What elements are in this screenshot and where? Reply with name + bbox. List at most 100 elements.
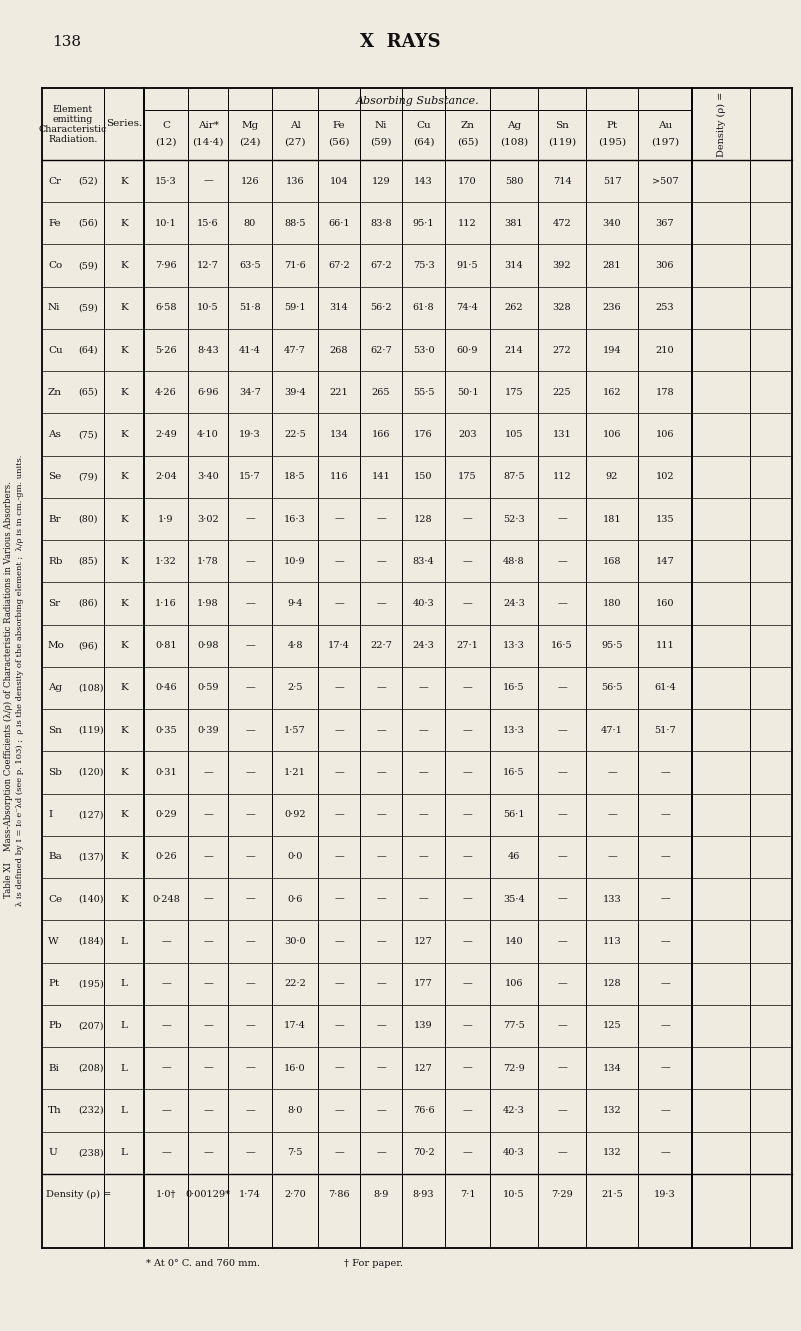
Text: —: — (334, 684, 344, 692)
Text: (119): (119) (78, 725, 103, 735)
Text: Ag: Ag (48, 684, 62, 692)
Text: 35·4: 35·4 (503, 894, 525, 904)
Text: 67·2: 67·2 (370, 261, 392, 270)
Text: —: — (557, 937, 567, 946)
Text: 2·04: 2·04 (155, 473, 177, 482)
Text: —: — (463, 725, 473, 735)
Text: Ce: Ce (48, 894, 62, 904)
Text: 203: 203 (458, 430, 477, 439)
Text: Pt: Pt (48, 980, 59, 988)
Text: 39·4: 39·4 (284, 387, 306, 397)
Text: 74·4: 74·4 (457, 303, 478, 313)
Text: —: — (334, 811, 344, 819)
Text: —: — (376, 1106, 386, 1115)
Text: 138: 138 (52, 35, 81, 49)
Text: 72·9: 72·9 (503, 1063, 525, 1073)
Text: —: — (245, 852, 255, 861)
Text: (52): (52) (78, 177, 98, 185)
Text: (197): (197) (651, 137, 679, 146)
Text: K: K (120, 387, 128, 397)
Text: —: — (376, 937, 386, 946)
Text: 8·0: 8·0 (288, 1106, 303, 1115)
Text: 7·96: 7·96 (155, 261, 177, 270)
Text: Cu: Cu (417, 121, 431, 130)
Text: 7·86: 7·86 (328, 1190, 350, 1199)
Text: 12·7: 12·7 (197, 261, 219, 270)
Text: —: — (463, 852, 473, 861)
Text: —: — (376, 556, 386, 566)
Text: (127): (127) (78, 811, 103, 819)
Text: As: As (48, 430, 61, 439)
Text: 27·1: 27·1 (457, 642, 478, 651)
Text: —: — (376, 768, 386, 777)
Text: —: — (463, 1063, 473, 1073)
Text: 0·59: 0·59 (197, 684, 219, 692)
Text: (27): (27) (284, 137, 306, 146)
Text: (24): (24) (239, 137, 261, 146)
Text: 106: 106 (505, 980, 523, 988)
Text: —: — (463, 1021, 473, 1030)
Text: 63·5: 63·5 (239, 261, 261, 270)
Text: —: — (376, 1063, 386, 1073)
Text: 42·3: 42·3 (503, 1106, 525, 1115)
Text: 75·3: 75·3 (413, 261, 434, 270)
Text: K: K (120, 261, 128, 270)
Text: 128: 128 (414, 515, 433, 523)
Text: 0·0: 0·0 (288, 852, 303, 861)
Text: (64): (64) (413, 137, 434, 146)
Text: 306: 306 (656, 261, 674, 270)
Text: 91·5: 91·5 (457, 261, 478, 270)
Text: —: — (463, 811, 473, 819)
Text: 139: 139 (414, 1021, 433, 1030)
Text: 102: 102 (656, 473, 674, 482)
Text: —: — (660, 1021, 670, 1030)
Text: (59): (59) (78, 261, 98, 270)
Text: 176: 176 (414, 430, 433, 439)
Text: 253: 253 (656, 303, 674, 313)
Text: 19·3: 19·3 (654, 1190, 676, 1199)
Text: K: K (120, 642, 128, 651)
Text: —: — (660, 1106, 670, 1115)
Text: —: — (419, 725, 429, 735)
Text: 127: 127 (414, 1063, 433, 1073)
Text: 0·39: 0·39 (197, 725, 219, 735)
Text: 175: 175 (458, 473, 477, 482)
Text: 175: 175 (505, 387, 523, 397)
Text: —: — (334, 894, 344, 904)
Text: —: — (660, 811, 670, 819)
Text: —: — (463, 599, 473, 608)
Text: —: — (334, 768, 344, 777)
Text: (79): (79) (78, 473, 98, 482)
Text: 127: 127 (414, 937, 433, 946)
Text: 15·7: 15·7 (239, 473, 261, 482)
Text: Table XI    Mass-Absorption Coefficients (λ/ρ) of Characteristic Radiations in V: Table XI Mass-Absorption Coefficients (λ… (3, 482, 13, 898)
Text: —: — (557, 852, 567, 861)
Text: 56·5: 56·5 (602, 684, 622, 692)
Text: 580: 580 (505, 177, 523, 185)
Text: 1·0†: 1·0† (155, 1190, 176, 1199)
Text: Mo: Mo (48, 642, 65, 651)
Text: Bi: Bi (48, 1063, 59, 1073)
Text: 0·26: 0·26 (155, 852, 177, 861)
Text: —: — (660, 980, 670, 988)
Text: —: — (334, 725, 344, 735)
Text: 0·46: 0·46 (155, 684, 177, 692)
Text: 13·3: 13·3 (503, 725, 525, 735)
Text: —: — (419, 811, 429, 819)
Text: K: K (120, 556, 128, 566)
Text: I: I (48, 811, 52, 819)
Text: 51·8: 51·8 (239, 303, 261, 313)
Text: —: — (245, 1149, 255, 1157)
Text: 328: 328 (553, 303, 571, 313)
Text: Cr: Cr (48, 177, 61, 185)
Text: 56·2: 56·2 (370, 303, 392, 313)
Text: Sr: Sr (48, 599, 60, 608)
Text: —: — (245, 599, 255, 608)
Text: 178: 178 (656, 387, 674, 397)
Text: —: — (557, 811, 567, 819)
Text: K: K (120, 894, 128, 904)
Text: —: — (660, 1149, 670, 1157)
Text: (56): (56) (78, 218, 98, 228)
Text: —: — (557, 980, 567, 988)
Text: 16·5: 16·5 (551, 642, 573, 651)
